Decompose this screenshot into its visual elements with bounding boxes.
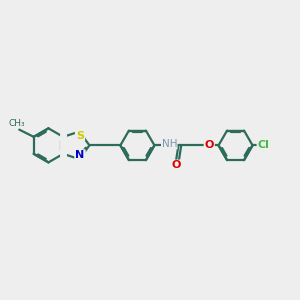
Text: S: S (76, 130, 84, 141)
Text: N: N (75, 150, 85, 161)
Text: O: O (171, 160, 181, 170)
Text: N: N (75, 150, 85, 161)
Text: O: O (205, 140, 214, 150)
Text: Cl: Cl (257, 140, 269, 150)
Text: S: S (76, 130, 84, 141)
Text: NH: NH (161, 139, 177, 149)
Text: CH₃: CH₃ (8, 119, 25, 128)
